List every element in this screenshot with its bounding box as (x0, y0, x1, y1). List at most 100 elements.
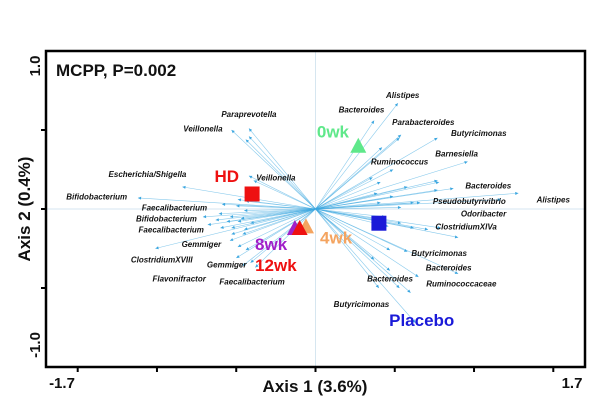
taxon-arrow (244, 208, 316, 211)
arrow-head (396, 137, 400, 142)
arrow-head (231, 130, 235, 134)
group-label-0wk: 0wk (317, 123, 350, 142)
arrow-head (375, 284, 379, 288)
y-tick-label-min: -1.0 (27, 332, 44, 358)
taxon-arrow (315, 207, 402, 210)
taxon-arrow (231, 129, 316, 210)
x-axis-label: Axis 1 (3.6%) (263, 377, 368, 396)
taxon-label: Veillonella (183, 124, 223, 133)
taxon-label: Bacteroides (339, 105, 385, 114)
arrow-head (218, 212, 223, 216)
arrow-head (386, 247, 391, 251)
arrow-head (244, 208, 248, 213)
taxon-label: Parabacteroides (392, 118, 455, 127)
taxon-arrow (236, 205, 316, 210)
taxon-label: Bacteroides (367, 275, 413, 284)
taxon-arrow (315, 202, 381, 210)
taxon-arrow (315, 147, 383, 210)
arrow-head (437, 225, 441, 229)
taxon-label: Faecalibacterium (142, 203, 207, 212)
taxon-label: Ruminococcaceae (426, 279, 497, 288)
taxon-arrow (315, 208, 411, 293)
taxon-label: Odoribacter (461, 210, 507, 219)
arrow-head (416, 201, 421, 205)
taxon-arrow (315, 208, 380, 289)
taxon-arrow (315, 208, 386, 218)
arrow-head (377, 201, 381, 205)
arrow-head (371, 120, 375, 124)
group-label-8wk: 8wk (255, 235, 288, 254)
arrow-head (220, 225, 224, 229)
taxon-arrow (315, 208, 391, 271)
taxon-arrow (248, 136, 316, 210)
taxon-label: Gemmiger (207, 260, 247, 269)
arrow-head (237, 244, 242, 247)
taxon-label: Bifidobacterium (136, 214, 197, 223)
arrow-head (389, 169, 394, 173)
arrow-head (231, 225, 235, 229)
arrow-head (248, 175, 253, 179)
taxon-label: Bifidobacterium (66, 192, 127, 201)
taxon-arrow (207, 208, 316, 226)
arrow-head (202, 215, 207, 219)
axes (41, 49, 587, 372)
arrow-head (434, 179, 438, 183)
taxon-label: Veillonella (256, 173, 296, 182)
arrow-head (229, 215, 234, 219)
taxon-arrow (315, 208, 459, 238)
arrow-head (378, 147, 383, 151)
group-label-12wk: 12wk (255, 256, 297, 275)
arrow-head (404, 186, 408, 190)
taxon-arrow (231, 208, 316, 235)
group-label-hd: HD (214, 167, 239, 186)
group-marker-12wk (291, 219, 308, 235)
taxon-arrow (218, 208, 316, 215)
arrow-head (155, 246, 159, 250)
arrow-head (515, 191, 519, 195)
taxon-label: Barnesiella (435, 150, 478, 159)
taxon-arrow (242, 208, 316, 267)
taxon-arrow (315, 208, 459, 275)
arrow-head (236, 255, 240, 258)
taxon-label: Alistipes (385, 91, 420, 100)
arrow-head (397, 205, 402, 210)
taxon-arrow (315, 169, 394, 210)
arrow-head (221, 202, 226, 206)
taxon-arrow (250, 208, 316, 263)
taxon-arrow (315, 102, 399, 210)
taxon-label: Ruminococcus (371, 158, 429, 167)
taxon-arrow (315, 177, 373, 210)
arrow-head (454, 271, 459, 274)
taxon-arrow (229, 208, 316, 241)
taxon-arrow (315, 202, 421, 210)
taxon-arrow (248, 175, 316, 210)
arrow-head (396, 284, 400, 288)
arrow-head (245, 139, 250, 143)
taxon-arrow (237, 208, 316, 248)
arrow-head (369, 177, 373, 181)
taxon-label: Faecalibacterium (219, 278, 284, 287)
taxon-arrow (315, 137, 438, 210)
taxon-arrow (236, 208, 316, 259)
arrow-head (424, 227, 429, 231)
arrow-head (237, 219, 242, 223)
arrow-head (394, 103, 398, 107)
arrow-head (377, 181, 381, 185)
taxon-label: Bacteroides (426, 263, 472, 272)
arrow-head (207, 222, 212, 226)
taxon-arrow (315, 208, 416, 323)
arrow-head (435, 181, 440, 185)
taxon-arrow (315, 161, 468, 210)
taxon-arrow (202, 208, 316, 218)
arrow-head (497, 198, 501, 202)
taxon-label: Butyricimonas (411, 249, 467, 258)
taxon-arrow (220, 208, 316, 229)
arrow-head (434, 189, 438, 193)
taxon-arrow (315, 196, 394, 210)
taxon-label: Bacteroides (465, 181, 511, 190)
x-tick-label-max: 1.7 (562, 375, 583, 392)
taxon-label: ClostridiumXIVa (435, 222, 497, 231)
taxon-label: Paraprevotella (221, 110, 277, 119)
arrow-head (245, 247, 250, 251)
